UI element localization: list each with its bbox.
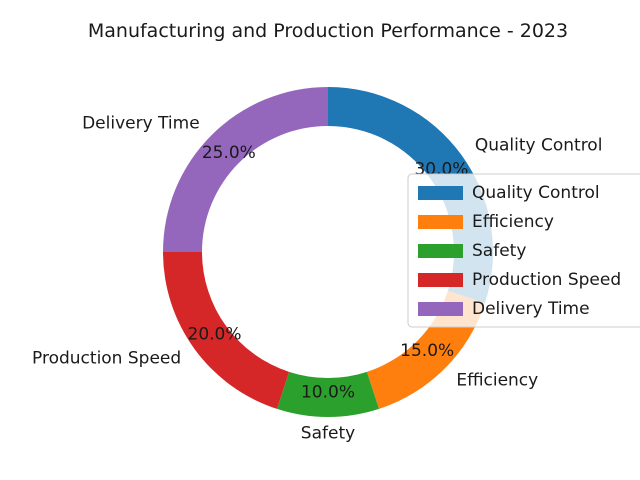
legend-label-quality-control: Quality Control [472,183,600,203]
percent-label-safety: 10.0% [301,382,355,402]
legend-swatch-delivery-time [418,302,463,316]
legend-label-delivery-time: Delivery Time [472,299,590,319]
legend-swatch-safety [418,244,463,258]
category-label-quality-control: Quality Control [475,135,603,155]
slice-production-speed [163,252,290,409]
percent-label-production-speed: 20.0% [188,324,242,344]
legend-label-efficiency: Efficiency [472,212,554,232]
category-label-production-speed: Production Speed [32,349,181,369]
legend-swatch-production-speed [418,273,463,287]
percent-labels-group: 30.0%15.0%10.0%20.0%25.0% [188,143,469,402]
legend-label-safety: Safety [472,241,526,261]
percent-label-delivery-time: 25.0% [202,143,256,163]
legend: Quality Control Efficiency Safety Productio… [407,173,640,328]
category-labels-group: Quality Control Efficiency Safety Productio… [32,114,602,444]
percent-label-efficiency: 15.0% [400,341,454,361]
legend-swatch-quality-control [418,186,463,200]
category-label-delivery-time: Delivery Time [82,114,200,134]
slice-delivery-time [163,87,328,252]
category-label-safety: Safety [301,424,355,444]
slice-safety [277,371,379,417]
legend-frame [407,173,640,328]
chart-title: Manufacturing and Production Performance… [88,20,568,42]
legend-label-production-speed: Production Speed [472,270,621,290]
category-label-efficiency: Efficiency [456,370,538,390]
legend-swatch-efficiency [418,215,463,229]
